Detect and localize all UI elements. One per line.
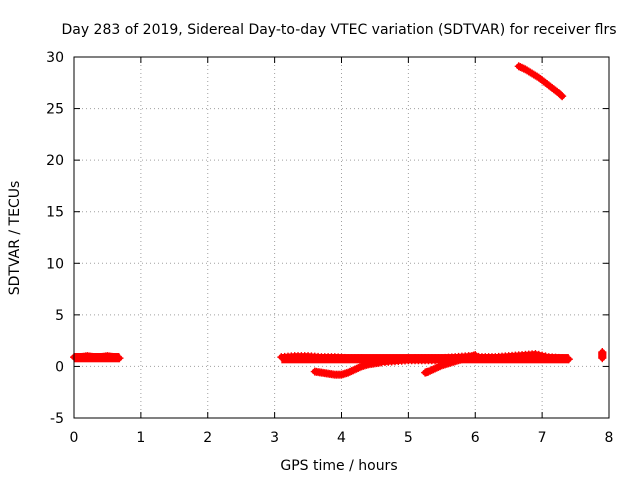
data-segment [310, 356, 440, 379]
x-tick-label: 6 [471, 430, 480, 446]
tick-labels: 0 1 2 3 4 5 6 7 8 -5 0 5 10 15 20 25 30 [46, 50, 613, 446]
x-tick-label: 0 [70, 430, 79, 446]
x-tick-label: 3 [270, 430, 279, 446]
y-tick-label: 5 [55, 308, 64, 324]
y-tick-label: 25 [46, 102, 64, 118]
data-segment [70, 352, 124, 363]
y-tick-label: 10 [46, 256, 64, 272]
chart-title: Day 283 of 2019, Sidereal Day-to-day VTE… [61, 22, 616, 38]
x-tick-label: 2 [203, 430, 212, 446]
data-segment [514, 62, 567, 101]
y-tick-label: -5 [50, 411, 64, 427]
x-tick-label: 8 [605, 430, 614, 446]
y-tick-label: 0 [55, 359, 64, 375]
grid [74, 57, 609, 418]
y-tick-label: 30 [46, 50, 64, 66]
data-segment [421, 351, 480, 377]
x-tick-label: 4 [337, 430, 346, 446]
data-series [70, 62, 607, 379]
x-tick-label: 7 [538, 430, 547, 446]
y-axis-label: SDTVAR / TECUs [7, 181, 23, 296]
x-tick-label: 1 [136, 430, 145, 446]
data-segment [598, 347, 607, 363]
x-tick-label: 5 [404, 430, 413, 446]
y-tick-label: 20 [46, 153, 64, 169]
axis-ticks [73, 56, 610, 419]
x-axis-label: GPS time / hours [280, 458, 397, 474]
y-tick-label: 15 [46, 205, 64, 221]
